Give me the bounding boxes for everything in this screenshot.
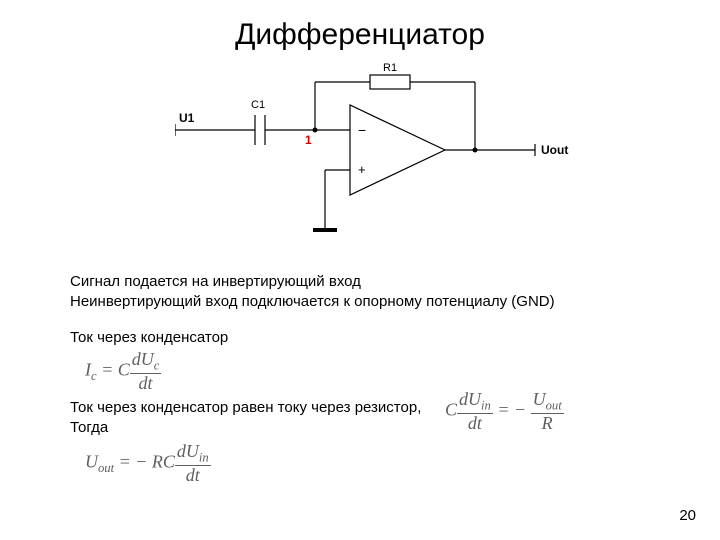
text-line-3: Ток через конденсатор [70, 328, 228, 348]
output-label: Uout [541, 143, 568, 157]
page-title: Дифференциатор [0, 18, 720, 52]
input-label: U1 [179, 111, 195, 125]
resistor-label: R1 [383, 62, 397, 74]
formula-uout: Uout = − RCdUindt [85, 442, 211, 485]
circuit-diagram: U1 C1 1 R1 − + Uout [175, 60, 575, 250]
formula-balance: CdUindt = − UoutR [445, 390, 564, 433]
text-line-2: Неинвертирующий вход подключается к опор… [70, 292, 555, 312]
formula-ic: Ic = CdUcdt [85, 350, 161, 393]
text-line-1: Сигнал подается на инвертирующий вход [70, 272, 361, 292]
opamp-icon [350, 105, 445, 195]
plus-label: + [358, 162, 366, 177]
text-line-4: Ток через конденсатор равен току через р… [70, 398, 421, 418]
node1-label: 1 [305, 133, 312, 147]
slide: Дифференциатор U1 C1 1 R1 − + [0, 0, 720, 540]
page-number: 20 [679, 507, 696, 524]
text-line-5: Тогда [70, 418, 108, 438]
capacitor-label: C1 [251, 99, 265, 111]
minus-label: − [358, 122, 366, 138]
